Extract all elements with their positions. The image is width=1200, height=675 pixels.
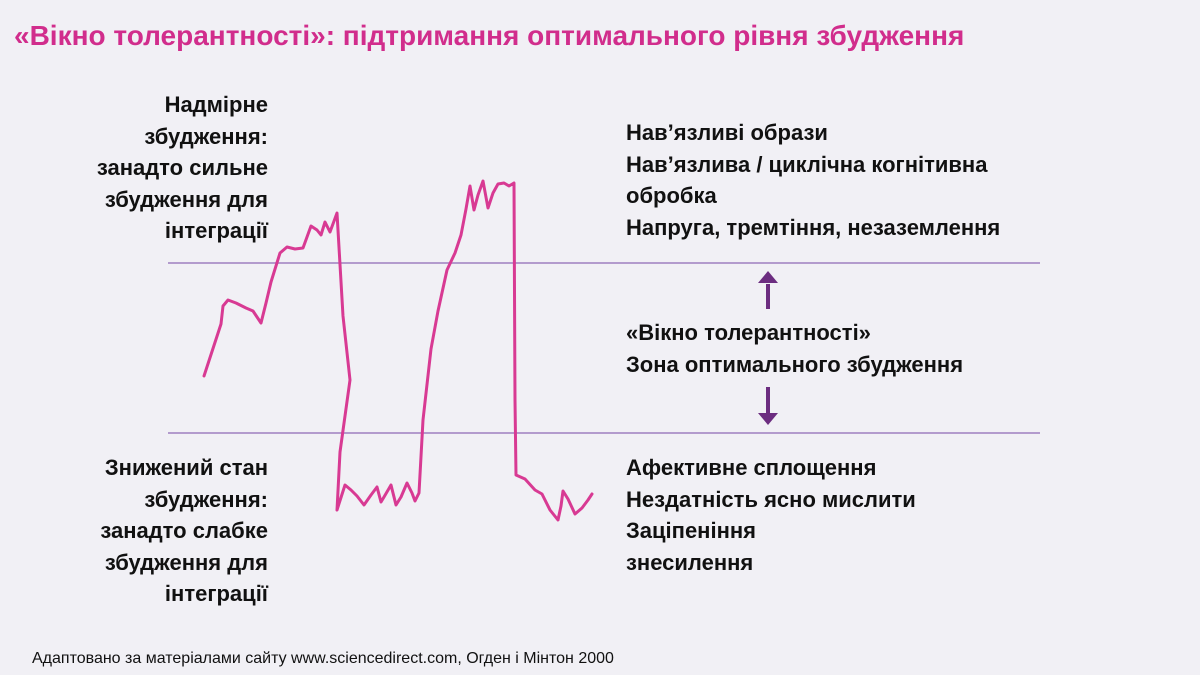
hyperarousal-symptoms: Нав’язливі образи Нав’язлива / циклічна …: [626, 117, 1000, 243]
source-caption: Адаптовано за матеріалами сайту www.scie…: [32, 650, 614, 667]
hyperarousal-label-line: Надмірне: [164, 92, 268, 117]
arousal-curve: [202, 179, 594, 522]
hyperarousal-symptom: Нав’язлива / циклічна когнітивна: [626, 151, 988, 177]
hyperarousal-label: Надмірне збудження: занадто сильне збудж…: [97, 89, 268, 247]
hypoarousal-label-line: інтеграції: [164, 581, 268, 606]
hypoarousal-symptom: знесилення: [626, 549, 754, 575]
window-label-line: Зона оптимального збудження: [626, 351, 964, 377]
hypoarousal-symptom: Заціпеніння: [626, 518, 756, 543]
window-label-line: «Вікно толерантності»: [626, 320, 871, 345]
hypoarousal-label: Знижений стан збудження: занадто слабке …: [100, 452, 268, 610]
hyperarousal-label-line: збудження:: [144, 123, 268, 149]
up-arrow: [758, 271, 778, 309]
hyperarousal-label-line: занадто сильне: [96, 155, 268, 180]
hypoarousal-label-line: збудження:: [144, 486, 268, 512]
hypoarousal-symptoms: Афективне сплощення Нездатність ясно мис…: [626, 452, 916, 578]
hyperarousal-symptom: Нав’язливі образи: [626, 120, 828, 145]
down-arrow: [758, 387, 778, 425]
hypoarousal-label-line: Знижений стан: [104, 455, 268, 480]
hypoarousal-symptom: Афективне сплощення: [626, 455, 877, 480]
hyperarousal-label-line: збудження для: [104, 186, 268, 212]
hyperarousal-symptom: обробка: [626, 183, 717, 208]
hyperarousal-symptom: Напруга, тремтіння, незаземлення: [626, 214, 1001, 240]
window-of-tolerance-label: «Вікно толерантності» Зона оптимального …: [626, 317, 963, 380]
page-title: «Вікно толерантності»: підтримання оптим…: [14, 20, 965, 51]
hypoarousal-symptom: Нездатність ясно мислити: [626, 486, 916, 512]
hyperarousal-label-line: інтеграції: [164, 218, 268, 243]
hypoarousal-label-line: занадто слабке: [100, 518, 268, 543]
hypoarousal-label-line: збудження для: [104, 549, 268, 575]
